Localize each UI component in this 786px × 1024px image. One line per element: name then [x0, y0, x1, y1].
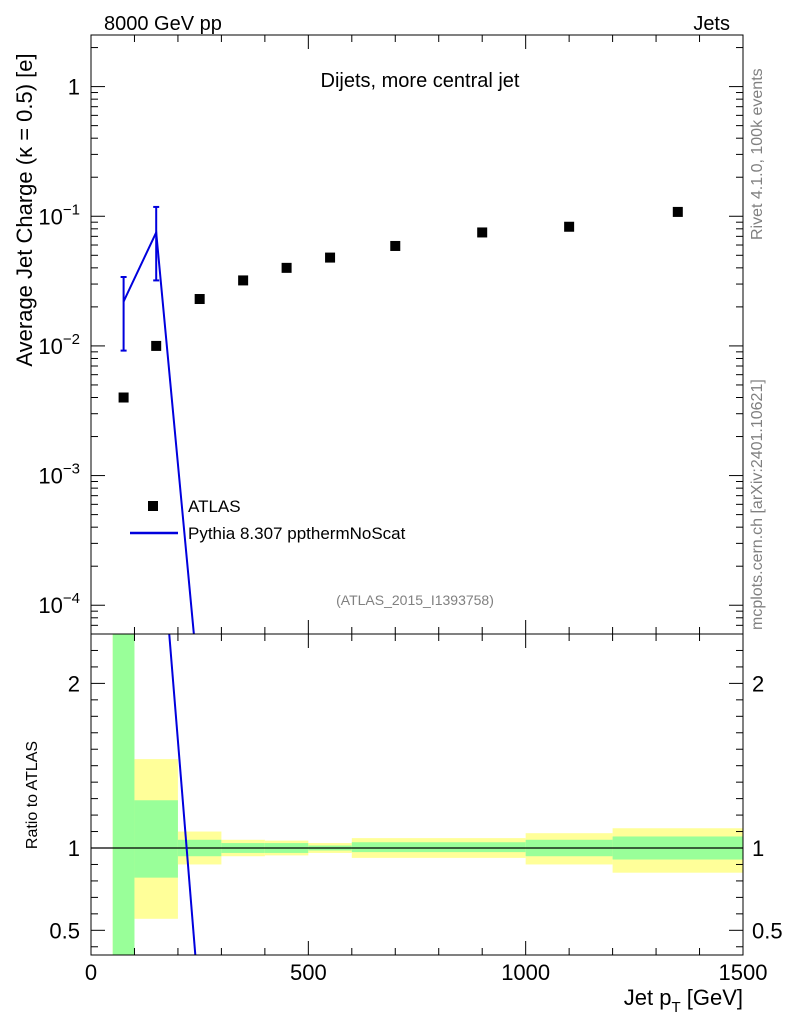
ratio-y-tick-label-left: 2	[68, 671, 80, 696]
ratio-y-tick-label-left: 1	[68, 836, 80, 861]
atlas-point	[325, 252, 336, 263]
ratio-y-tick-label-right: 1	[752, 836, 764, 861]
y-tick-label: 10−3	[38, 461, 80, 489]
y-tick-base: 10	[38, 204, 62, 229]
legend-label-pythia: Pythia 8.307 ppthermNoScat	[188, 524, 406, 543]
mcplots-label: mcplots.cern.ch [arXiv:2401.10621]	[749, 379, 766, 630]
y-axis-label: Average Jet Charge (κ = 0.5) [e]	[12, 53, 37, 366]
y-tick-exp: −4	[63, 590, 80, 607]
x-axis-label-main: Jet p	[624, 985, 672, 1010]
analysis-id: (ATLAS_2015_I1393758)	[336, 592, 494, 608]
process-label: Jets	[693, 13, 730, 35]
x-axis-label-sub: T	[671, 999, 680, 1016]
y-tick-base: 10	[38, 334, 62, 359]
ratio-y-tick-label-left: 0.5	[49, 918, 80, 943]
main-panel: Dijets, more central jet (ATLAS_2015_I13…	[12, 34, 744, 635]
atlas-point	[477, 227, 488, 238]
ratio-pythia-line	[168, 633, 197, 956]
x-tick-label: 1000	[501, 960, 550, 985]
ratio-y-tick-label-right: 2	[752, 671, 764, 696]
ratio-line	[168, 633, 197, 956]
y-tick-exp: −2	[63, 331, 80, 348]
y-tick-label: 10−4	[38, 590, 80, 618]
x-axis-label-unit: [GeV]	[681, 985, 743, 1010]
ratio-ticks: 0.5 0.5 1 1 2 2 0 500 1000 1500	[49, 633, 783, 985]
ratio-band-green	[134, 800, 178, 878]
y-tick-base: 10	[38, 464, 62, 489]
y-tick-label: 1	[68, 75, 80, 100]
main-frame	[90, 34, 744, 635]
y-tick-label: 10−2	[38, 331, 80, 359]
pythia-line	[122, 228, 195, 635]
y-tick-exp: −1	[63, 201, 80, 218]
ratio-bands	[112, 634, 743, 955]
x-axis-label: Jet pT [GeV]	[624, 985, 743, 1016]
atlas-point	[672, 206, 683, 217]
x-tick-label: 0	[85, 960, 97, 985]
y-tick-base: 10	[38, 593, 62, 618]
ratio-panel: 0.5 0.5 1 1 2 2 0 500 1000 1500 Ratio to ATLAS Je…	[24, 633, 783, 1016]
legend-marker-atlas	[148, 501, 158, 511]
ratio-band-green	[112, 634, 135, 955]
atlas-point	[118, 392, 129, 403]
atlas-point	[390, 240, 401, 251]
y-tick-exp: −3	[63, 461, 80, 478]
main-y-ticks: 10−410−310−210−11	[38, 35, 744, 635]
ratio-y-tick-label-right: 0.5	[752, 918, 783, 943]
ratio-y-label: Ratio to ATLAS	[24, 741, 41, 849]
ratio-band-green	[351, 842, 526, 853]
legend-label-atlas: ATLAS	[188, 497, 241, 516]
rivet-label: Rivet 4.1.0, 100k events	[749, 68, 766, 240]
x-tick-label: 1500	[719, 960, 768, 985]
atlas-point	[281, 262, 292, 273]
energy-label: 8000 GeV pp	[104, 13, 222, 35]
y-tick-label: 10−1	[38, 201, 80, 229]
atlas-point	[564, 221, 575, 232]
atlas-point	[194, 294, 205, 305]
atlas-point	[151, 340, 162, 351]
x-tick-label: 500	[290, 960, 327, 985]
legend: ATLAS Pythia 8.307 ppthermNoScat	[130, 497, 406, 543]
y-tick-base: 1	[68, 75, 80, 100]
main-data	[118, 205, 683, 635]
ratio-frame	[90, 633, 744, 956]
plot-title: Dijets, more central jet	[321, 70, 520, 92]
atlas-point	[238, 275, 249, 286]
